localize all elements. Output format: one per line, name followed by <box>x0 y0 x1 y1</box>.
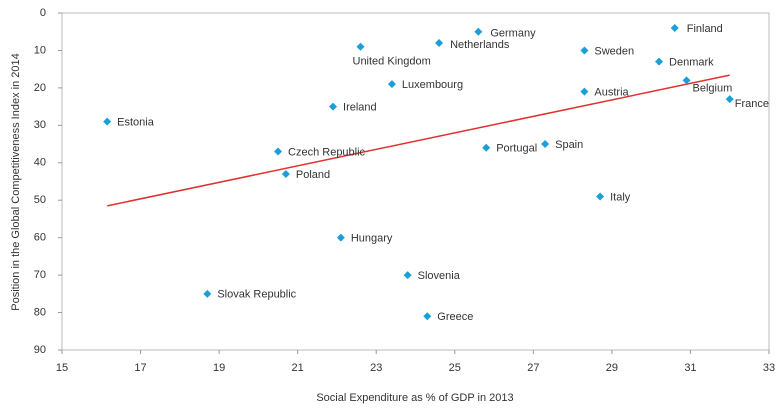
x-axis-title: Social Expenditure as % of GDP in 2013 <box>316 392 513 404</box>
point-label: Hungary <box>351 233 393 245</box>
x-tick-label: 15 <box>56 362 68 374</box>
y-tick-label: 70 <box>34 269 46 281</box>
y-tick-label: 80 <box>34 306 46 318</box>
point-label: Greece <box>437 311 473 323</box>
point-label: Italy <box>610 191 631 203</box>
x-tick-label: 27 <box>527 362 539 374</box>
y-tick-label: 40 <box>34 157 46 169</box>
point <box>670 23 679 32</box>
point-label: Netherlands <box>450 39 510 51</box>
point-label: Slovak Republic <box>217 289 296 301</box>
y-axis-title: Position in the Global Competitiveness I… <box>10 53 22 310</box>
point <box>356 42 365 51</box>
point-label: Finland <box>687 23 723 35</box>
point <box>482 143 491 152</box>
point <box>596 192 605 201</box>
x-tick-label: 19 <box>213 362 225 374</box>
y-tick-label: 60 <box>34 232 46 244</box>
point-label: Austria <box>594 87 629 99</box>
point-label: France <box>735 98 769 110</box>
point <box>274 147 283 156</box>
point <box>103 117 112 126</box>
point <box>580 46 589 55</box>
point-label: Estonia <box>117 116 155 128</box>
y-tick-label: 20 <box>34 82 46 94</box>
point <box>474 27 483 36</box>
point <box>281 170 290 179</box>
point <box>403 271 412 280</box>
point-label: Luxembourg <box>402 79 463 91</box>
x-tick-label: 21 <box>292 362 304 374</box>
point-label: Czech Republic <box>288 146 366 158</box>
x-tick-label: 29 <box>606 362 618 374</box>
y-tick-label: 30 <box>34 119 46 131</box>
plot-frame <box>61 12 770 351</box>
point <box>682 76 691 85</box>
point-label: Germany <box>490 28 536 40</box>
point-label: Spain <box>555 139 583 151</box>
point-label: Portugal <box>496 143 537 155</box>
point <box>336 233 345 242</box>
x-tick-label: 25 <box>449 362 461 374</box>
point-label: Denmark <box>669 57 714 69</box>
point-label: Sweden <box>594 45 634 57</box>
trendline <box>107 74 730 207</box>
y-tick-label: 50 <box>34 194 46 206</box>
point <box>541 140 550 149</box>
point <box>387 80 396 89</box>
point <box>725 95 734 104</box>
y-tick-label: 10 <box>34 44 46 56</box>
y-tick-label: 0 <box>40 7 46 19</box>
point-label: Belgium <box>693 82 733 94</box>
x-tick-label: 33 <box>763 362 775 374</box>
point <box>580 87 589 96</box>
point-label: United Kingdom <box>353 56 431 68</box>
point <box>655 57 664 66</box>
point <box>329 102 338 111</box>
point-label: Ireland <box>343 102 377 114</box>
point-label: Slovenia <box>418 270 461 282</box>
x-tick-label: 17 <box>134 362 146 374</box>
x-tick-label: 23 <box>370 362 382 374</box>
point-label: Poland <box>296 169 330 181</box>
point <box>423 312 432 321</box>
point <box>203 289 212 298</box>
y-tick-label: 90 <box>34 344 46 356</box>
x-tick-label: 31 <box>684 362 696 374</box>
point <box>435 38 444 47</box>
